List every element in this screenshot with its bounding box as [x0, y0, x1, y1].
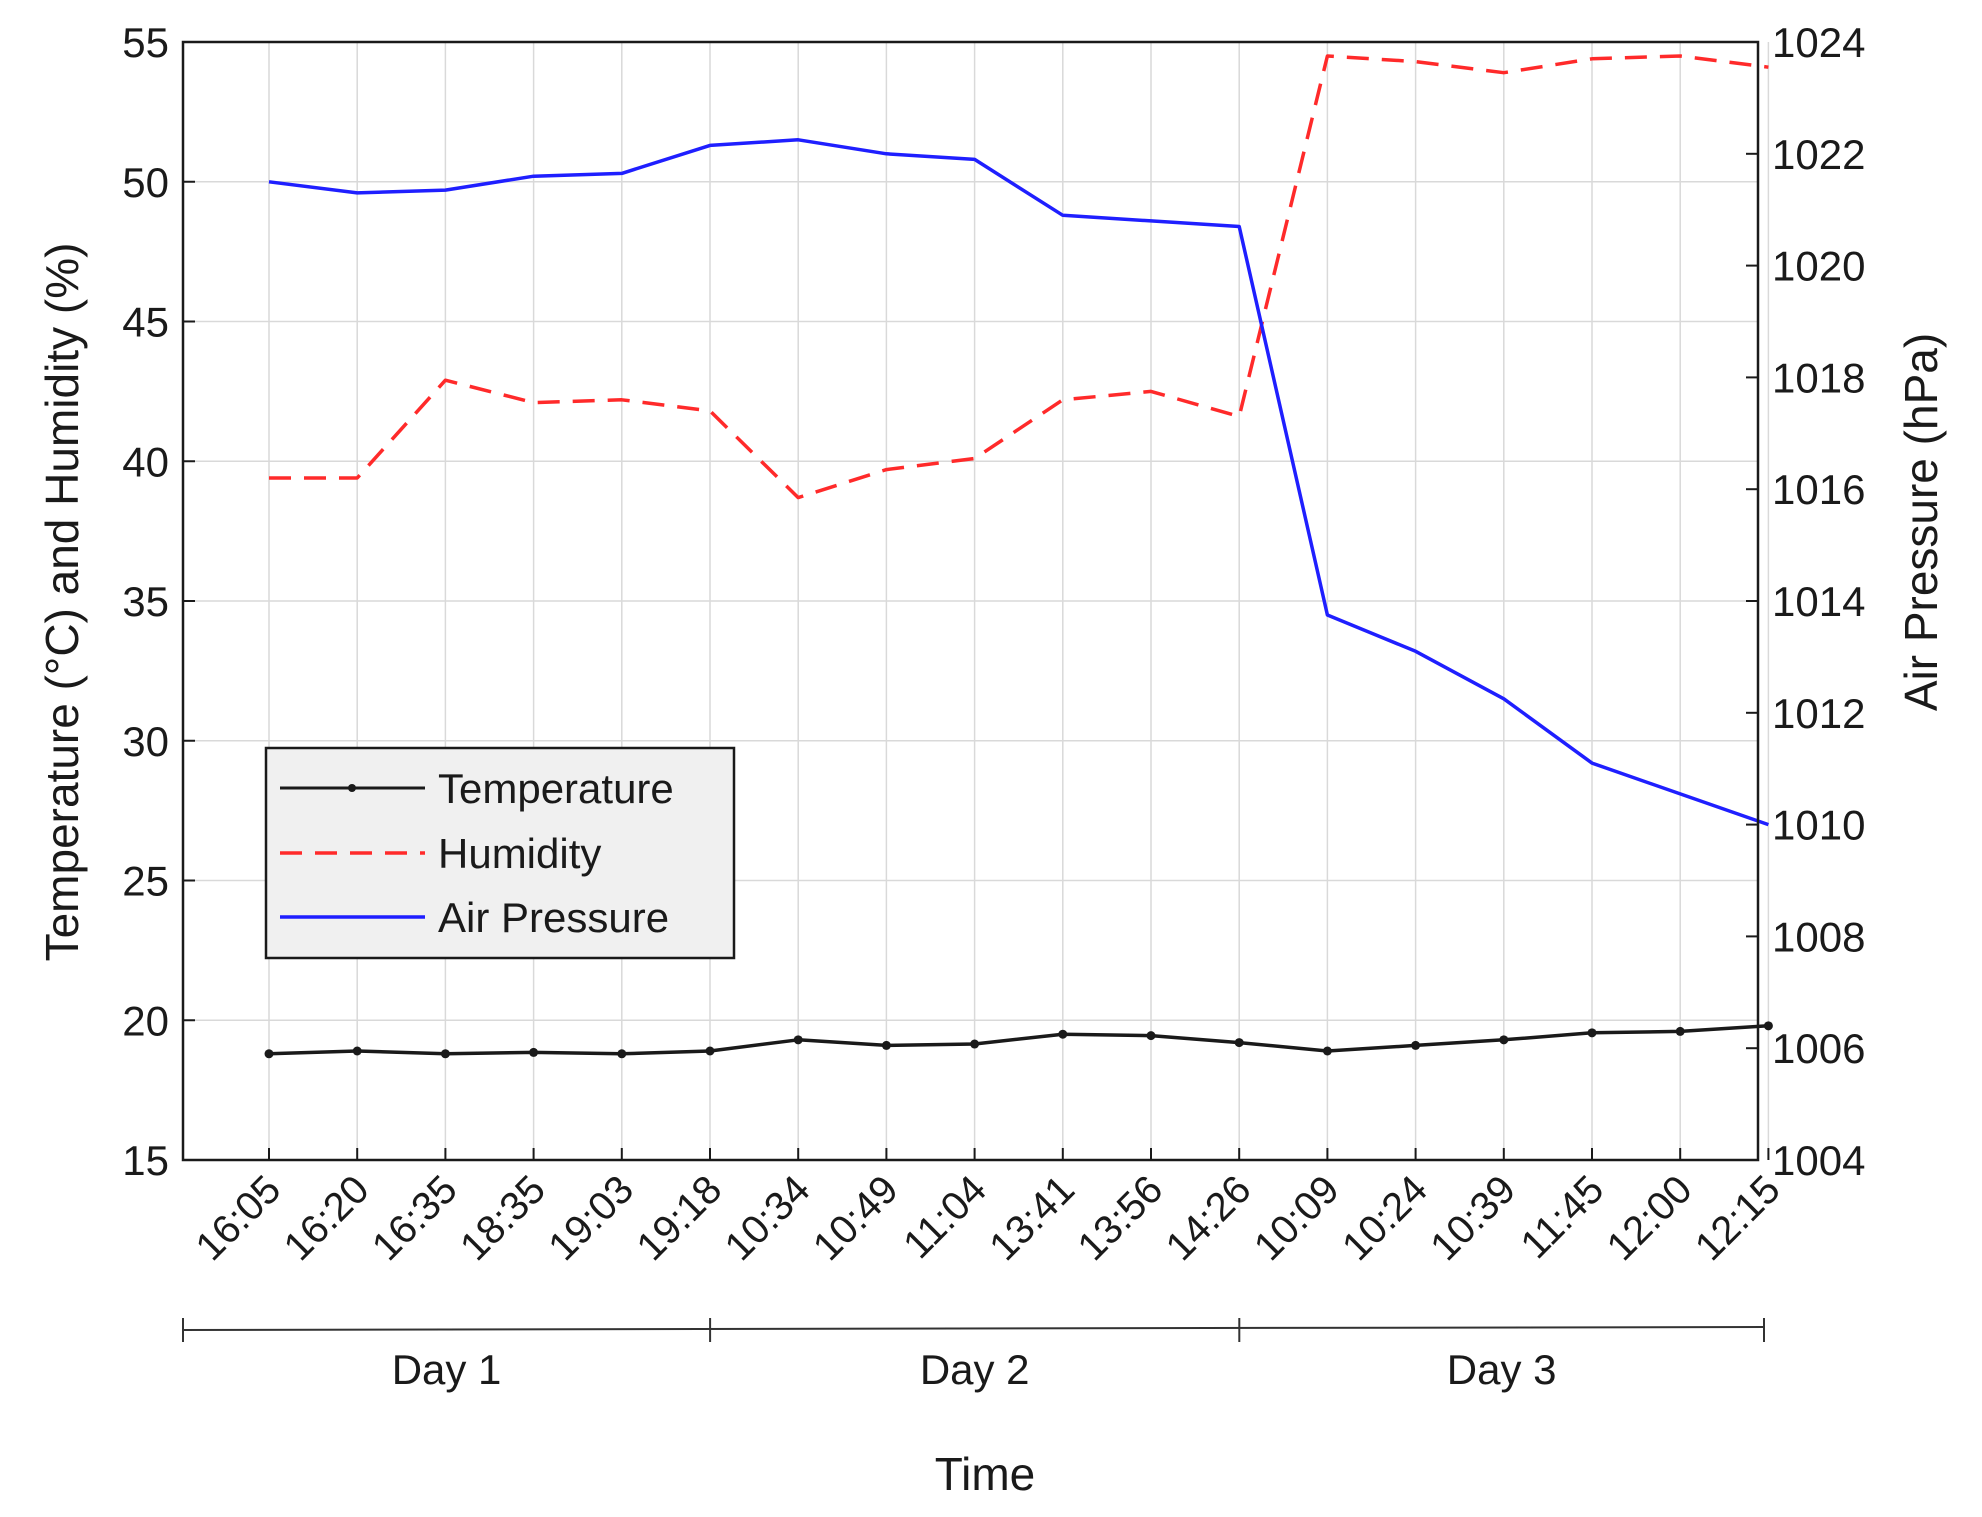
y-left-tick-label: 55 [122, 19, 169, 66]
y-left-tick-label: 45 [122, 299, 169, 346]
x-tick-label: 13:41 [981, 1167, 1083, 1269]
x-tick-label: 10:09 [1246, 1167, 1348, 1269]
temperature-point [1234, 1038, 1244, 1048]
y-left-tick-label: 25 [122, 858, 169, 905]
x-tick-label: 10:24 [1334, 1167, 1436, 1269]
y-right-tick-label: 1020 [1772, 243, 1865, 290]
temperature-point [1146, 1031, 1156, 1041]
x-tick-label: 16:05 [187, 1167, 289, 1269]
x-tick-label: 12:00 [1599, 1167, 1701, 1269]
temperature-series-line [268, 1024, 1769, 1056]
x-tick-label: 11:04 [895, 1167, 995, 1267]
legend-humidity-label: Humidity [438, 830, 601, 877]
x-tick-label: 13:56 [1069, 1167, 1171, 1269]
x-tick-label: 14:26 [1158, 1167, 1260, 1269]
x-axis-title: Time [935, 1448, 1036, 1500]
temperature-point [705, 1046, 715, 1056]
temperature-point [970, 1039, 980, 1049]
x-tick-label: 16:20 [276, 1167, 378, 1269]
x-tick-label: 11:45 [1513, 1167, 1613, 1267]
temperature-point [881, 1040, 891, 1050]
legend-air-pressure-label: Air Pressure [438, 894, 669, 941]
y-right-tick-label: 1014 [1772, 578, 1865, 625]
y-right-tick-label: 1022 [1772, 131, 1865, 178]
legend-box [264, 746, 736, 960]
day-label: Day 3 [1447, 1346, 1557, 1393]
x-tick-label: 16:35 [364, 1167, 466, 1269]
temperature-point [529, 1047, 539, 1057]
x-tick-label: 10:39 [1422, 1167, 1524, 1269]
temperature-point [1675, 1026, 1685, 1036]
y-left-tick-label: 30 [122, 718, 169, 765]
day-label: Day 1 [392, 1346, 502, 1393]
temperature-point [793, 1035, 803, 1045]
temperature-point [264, 1049, 274, 1059]
y-right-tick-label: 1010 [1772, 802, 1865, 849]
x-tick-label: 19:18 [628, 1167, 730, 1269]
y-axis-left-title: Temperature (°C) and Humidity (%) [36, 243, 88, 962]
day-groups: Day 1 Day 2 Day 3 [182, 1318, 1765, 1393]
x-tick-label: 10:34 [717, 1167, 819, 1269]
y-right-tick-label: 1024 [1772, 19, 1865, 66]
series-layer [264, 54, 1773, 1059]
y-left-tick-label: 40 [122, 438, 169, 485]
legend-temperature-marker [348, 784, 356, 792]
y-axis-right-title: Air Pressure (hPa) [1895, 333, 1947, 711]
x-tick-label: 10:49 [805, 1167, 907, 1269]
y-left-tick-label: 50 [122, 159, 169, 206]
grid-layer [183, 42, 1770, 1160]
temperature-point [1587, 1028, 1597, 1038]
y-right-tick-label: 1018 [1772, 354, 1865, 401]
y-left-tick-label: 20 [122, 997, 169, 1044]
temperature-point [617, 1049, 627, 1059]
day-label: Day 2 [920, 1346, 1030, 1393]
y-right-tick-label: 1006 [1772, 1025, 1865, 1072]
category-labels: 16:0516:2016:3518:3519:0319:1810:3410:49… [187, 1167, 1788, 1269]
y-right-tick-label: 1012 [1772, 690, 1865, 737]
humidity-series-line [269, 54, 1769, 500]
legend: Temperature Humidity Air Pressure [264, 746, 736, 960]
temperature-point [1411, 1040, 1421, 1050]
x-tick-label: 18:35 [452, 1167, 554, 1269]
day-bracket-line [182, 1326, 1765, 1331]
temperature-point [1763, 1021, 1773, 1031]
temperature-point [1058, 1029, 1068, 1039]
legend-temperature-label: Temperature [438, 765, 674, 812]
y-left-tick-label: 15 [122, 1137, 169, 1184]
x-tick-label: 19:03 [540, 1167, 642, 1269]
y-right-tick-label: 1008 [1772, 913, 1865, 960]
ticks-layer: 15 20 25 30 35 40 45 50 55 1004 1006 1008 1010 1012 10… [122, 19, 1865, 1184]
y-left-tick-label: 35 [122, 578, 169, 625]
y-right-tick-label: 1004 [1772, 1137, 1865, 1184]
temperature-point [352, 1046, 362, 1056]
temperature-point [1499, 1035, 1509, 1045]
air-pressure-series-line [268, 138, 1769, 827]
y-right-tick-label: 1016 [1772, 466, 1865, 513]
temperature-point [440, 1049, 450, 1059]
temperature-point [1322, 1046, 1332, 1056]
